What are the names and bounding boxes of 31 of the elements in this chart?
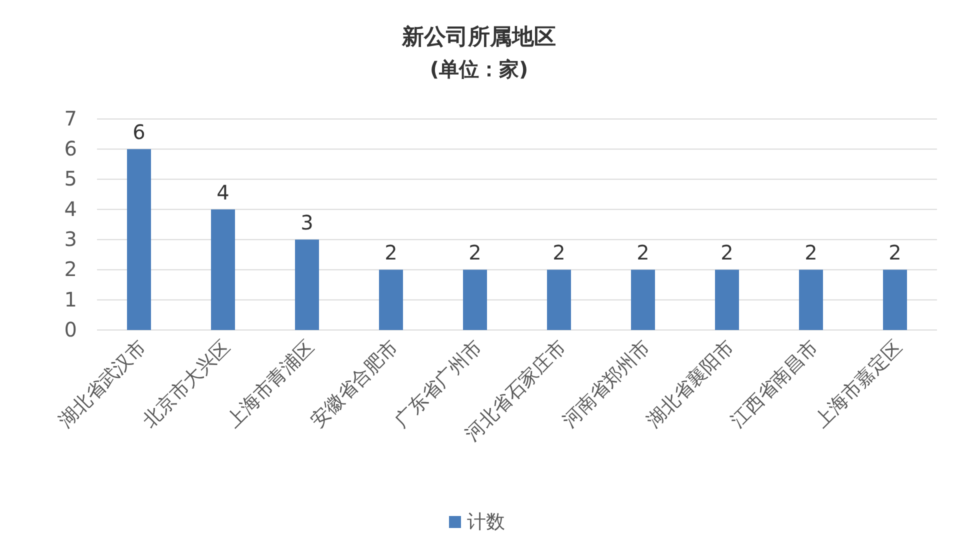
data-label: 2 — [636, 240, 650, 265]
y-tick-label: 3 — [64, 226, 77, 251]
y-tick-label: 6 — [64, 136, 77, 161]
bar — [211, 209, 235, 330]
y-tick-label: 4 — [64, 196, 77, 221]
bar — [379, 270, 403, 330]
y-tick-label: 5 — [64, 166, 77, 191]
bar — [547, 270, 571, 330]
chart-title: 新公司所属地区 — [401, 24, 556, 50]
y-tick-label: 7 — [64, 106, 77, 130]
chart-subtitle: (单位：家) — [430, 57, 528, 81]
legend-label: 计数 — [467, 511, 505, 533]
data-label: 2 — [888, 240, 902, 265]
data-label: 2 — [804, 240, 818, 265]
data-label: 6 — [132, 120, 146, 144]
bar — [715, 270, 739, 330]
y-tick-label: 2 — [64, 257, 77, 282]
bar — [883, 270, 907, 330]
data-label: 2 — [552, 240, 566, 265]
bar — [631, 270, 655, 330]
bar — [295, 240, 319, 330]
bar — [463, 270, 487, 330]
data-label: 2 — [384, 240, 398, 265]
data-label: 2 — [468, 240, 482, 265]
data-label: 4 — [216, 180, 230, 204]
bar — [799, 270, 823, 330]
y-tick-label: 1 — [64, 287, 77, 312]
data-label: 2 — [720, 240, 734, 265]
y-tick-label: 0 — [64, 317, 77, 342]
bar — [127, 149, 151, 330]
data-label: 3 — [300, 210, 314, 235]
